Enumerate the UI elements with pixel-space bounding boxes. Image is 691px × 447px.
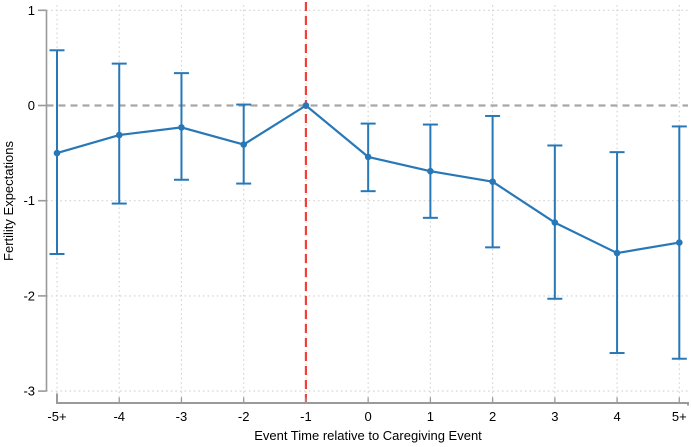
point-estimate-marker (115, 131, 123, 139)
x-tick-label: 1 (427, 409, 434, 424)
point-estimate-marker (489, 178, 496, 185)
x-axis-title: Event Time relative to Caregiving Event (254, 428, 482, 443)
reference-lines (46, 2, 688, 403)
y-tick-label: 0 (28, 98, 35, 113)
point-estimate-marker (676, 239, 683, 246)
point-estimate-marker (427, 167, 434, 175)
axis-titles: Event Time relative to Caregiving Event … (1, 141, 482, 443)
point-estimate-marker (613, 249, 621, 257)
x-axis-line (56, 393, 689, 406)
x-tick-label: 4 (613, 409, 620, 424)
point-estimate-marker (178, 124, 185, 131)
x-tick-label: -2 (238, 409, 250, 424)
x-tick-label: -5+ (47, 409, 66, 424)
point-estimate-marker (302, 102, 310, 109)
y-tick-label: -1 (23, 193, 35, 208)
point-estimate-marker (240, 141, 247, 148)
data-series (49, 49, 687, 360)
x-tick-label: 0 (365, 409, 372, 424)
x-tick-label: -4 (113, 409, 125, 424)
x-tick-label: 2 (489, 409, 496, 424)
y-tick-label: 1 (28, 3, 35, 18)
x-tick-label: -3 (176, 409, 188, 424)
y-axis-title: Fertility Expectations (1, 141, 16, 261)
gridlines (46, 5, 688, 403)
point-estimate-marker (364, 153, 372, 161)
x-tick-label: 3 (551, 409, 558, 424)
axes: 1 0 -1 -2 -3 -5+ -4 -3 -2 -1 0 1 2 3 4 5+ (23, 3, 689, 424)
point-estimate-marker (53, 149, 61, 157)
y-tick-label: -2 (23, 288, 35, 303)
y-tick-label: -3 (23, 384, 35, 399)
x-tick-label: -1 (300, 409, 312, 424)
x-tick-label: 5+ (672, 409, 687, 424)
point-estimate-marker (551, 219, 559, 226)
